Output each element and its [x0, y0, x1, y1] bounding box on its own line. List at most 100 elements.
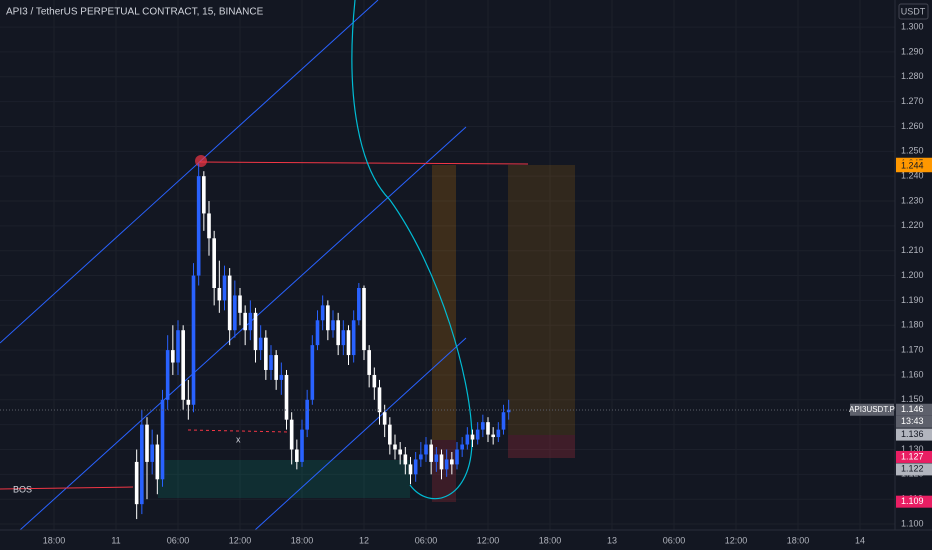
candle-body [506, 409, 511, 413]
candle-body [372, 374, 377, 388]
candle-body [382, 412, 387, 425]
candle-body [284, 374, 289, 420]
y-tick-label: 1.190 [901, 295, 924, 305]
candle-body [357, 287, 361, 321]
candle-body [279, 374, 284, 380]
candle-body [310, 345, 315, 400]
candle-body [434, 454, 439, 462]
candle-body [403, 454, 408, 465]
candles [134, 163, 511, 520]
candle-body [455, 449, 459, 465]
candle-body [491, 434, 495, 438]
candle-body [227, 275, 232, 331]
x-tick-label: 12:00 [229, 535, 252, 545]
candle-body [429, 444, 433, 462]
candle-body [393, 444, 397, 450]
candle-body [419, 454, 423, 460]
countdown-box [896, 415, 932, 428]
price-label-box [896, 160, 932, 173]
candle-body [377, 387, 382, 413]
y-tick-label: 1.260 [901, 121, 924, 131]
x-tick-label: 12 [359, 535, 369, 545]
price-label-box [896, 495, 932, 508]
price-label-box [896, 450, 932, 463]
y-tick-label: 1.280 [901, 71, 924, 81]
candle-body [171, 350, 175, 363]
bos-line [0, 486, 134, 490]
candle-body [155, 444, 160, 480]
y-tick-label: 1.300 [901, 21, 924, 31]
x-tick-label: 06:00 [415, 535, 438, 545]
position-box [508, 435, 575, 458]
candle-body [326, 305, 330, 331]
y-tick-label: 1.240 [901, 171, 924, 181]
candle-body [181, 330, 185, 400]
y-tick-label: 1.270 [901, 96, 924, 106]
x-tick-label: 18:00 [539, 535, 562, 545]
channel-line [254, 337, 467, 531]
candle-body [233, 295, 237, 331]
candle-body [238, 295, 242, 313]
candle-body [486, 422, 490, 435]
candle-body [202, 176, 206, 214]
candle-body [336, 320, 340, 346]
y-tick-label: 1.170 [901, 344, 924, 354]
candle-body [367, 350, 371, 375]
candle-body [145, 424, 149, 462]
candle-body [207, 213, 211, 239]
y-tick-label: 1.100 [901, 518, 924, 528]
candle-body [362, 287, 366, 351]
candle-body [346, 330, 351, 356]
price-label-box [896, 463, 932, 476]
annotation: x [236, 434, 241, 444]
candle-body [481, 422, 485, 430]
candle-body [248, 312, 253, 331]
candle-body [243, 312, 247, 331]
candle-body [501, 412, 506, 430]
x-tick-label: 06:00 [663, 535, 686, 545]
x-tick-label: 11 [111, 535, 120, 545]
price-label: 1.109 [901, 496, 924, 506]
x-tick-label: 12:00 [477, 535, 500, 545]
candle-body [305, 399, 309, 430]
candle-body [269, 355, 273, 370]
y-tick-label: 1.220 [901, 220, 924, 230]
y-tick-label: 1.200 [901, 270, 924, 280]
x-tick-label: 18:00 [291, 535, 314, 545]
candle-body [160, 399, 165, 480]
annotation: BOS [13, 484, 32, 494]
price-label: 1.244 [901, 161, 924, 171]
candle-body [196, 176, 201, 276]
candle-body [191, 275, 196, 405]
candle-body [217, 287, 222, 301]
high-line [199, 161, 529, 165]
demand-zone [158, 460, 410, 498]
position-box [432, 165, 456, 440]
currency: USDT [901, 6, 926, 16]
y-tick-label: 1.130 [901, 444, 924, 454]
candle-body [408, 464, 413, 475]
channel-line [0, 0, 379, 344]
candle-body [222, 275, 227, 301]
x-tick-label: 18:00 [43, 535, 66, 545]
grid [0, 0, 895, 530]
candle-body [444, 459, 449, 470]
candle-body [475, 429, 480, 440]
candle-body [320, 305, 325, 321]
candle-body [140, 424, 144, 505]
candle-body [176, 330, 180, 363]
candle-body [258, 337, 263, 351]
candle-body [460, 444, 464, 450]
x-tick-label: 12:00 [725, 535, 748, 545]
candle-body [212, 238, 216, 288]
y-tick-label: 1.290 [901, 46, 924, 56]
candle-body [331, 320, 335, 331]
candle-body [274, 355, 278, 380]
candle-body [398, 449, 402, 455]
x-tick-label: 14 [855, 535, 865, 545]
axes: 1.1001.1101.1201.1301.1401.1501.1601.170… [43, 21, 932, 545]
curve [351, 0, 473, 500]
x-tick-label: 18:00 [787, 535, 810, 545]
y-tick-label: 1.180 [901, 320, 924, 330]
